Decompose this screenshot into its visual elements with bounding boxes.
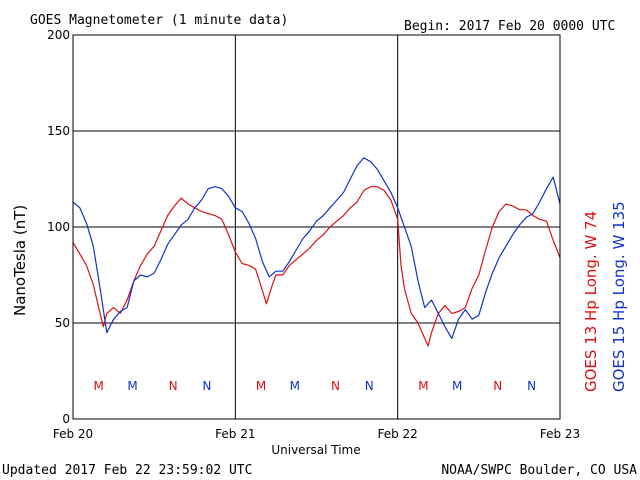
noon-marker: N [202,379,211,393]
plot-frame [72,34,561,420]
x-axis-label: Universal Time [271,443,360,457]
y-tick-label: 50 [55,316,70,330]
noon-marker: N [527,379,536,393]
x-tick-label: Feb 21 [215,427,255,441]
x-tick-label: Feb 20 [53,427,93,441]
credit-text: NOAA/SWPC Boulder, CO USA [441,463,637,478]
midnight-marker: M [94,379,104,393]
begin-time: Begin: 2017 Feb 20 0000 UTC [404,19,615,34]
legend-goes15: GOES 15 Hp Long. W 135 [610,201,628,392]
y-tick-label: 100 [47,220,70,234]
y-tick-label: 200 [47,28,70,42]
noon-marker: N [365,379,374,393]
x-tick-labels: Feb 20 Feb 21 Feb 22 Feb 23 [53,427,580,441]
noon-marker: N [493,379,502,393]
chart-title: GOES Magnetometer (1 minute data) [30,13,288,28]
midnight-marker: M [452,379,462,393]
x-tick-label: Feb 22 [377,427,417,441]
series-goes13-line [72,186,561,347]
x-tick-label: Feb 23 [540,427,580,441]
legend-goes13: GOES 13 Hp Long. W 74 [582,211,600,392]
noon-marker: N [331,379,340,393]
y-tick-label: 0 [62,412,70,426]
y-tick-labels: 0 50 100 150 200 [47,28,70,426]
series-goes15-line [72,157,561,339]
midnight-marker: M [256,379,266,393]
updated-time: Updated 2017 Feb 22 23:59:02 UTC [2,463,252,478]
y-axis-label: NanoTesla (nT) [11,205,29,316]
series-layer [72,157,561,347]
midnight-marker: M [418,379,428,393]
y-tick-label: 150 [47,124,70,138]
noon-marker: N [169,379,178,393]
midnight-marker: M [127,379,137,393]
midnight-marker: M [290,379,300,393]
